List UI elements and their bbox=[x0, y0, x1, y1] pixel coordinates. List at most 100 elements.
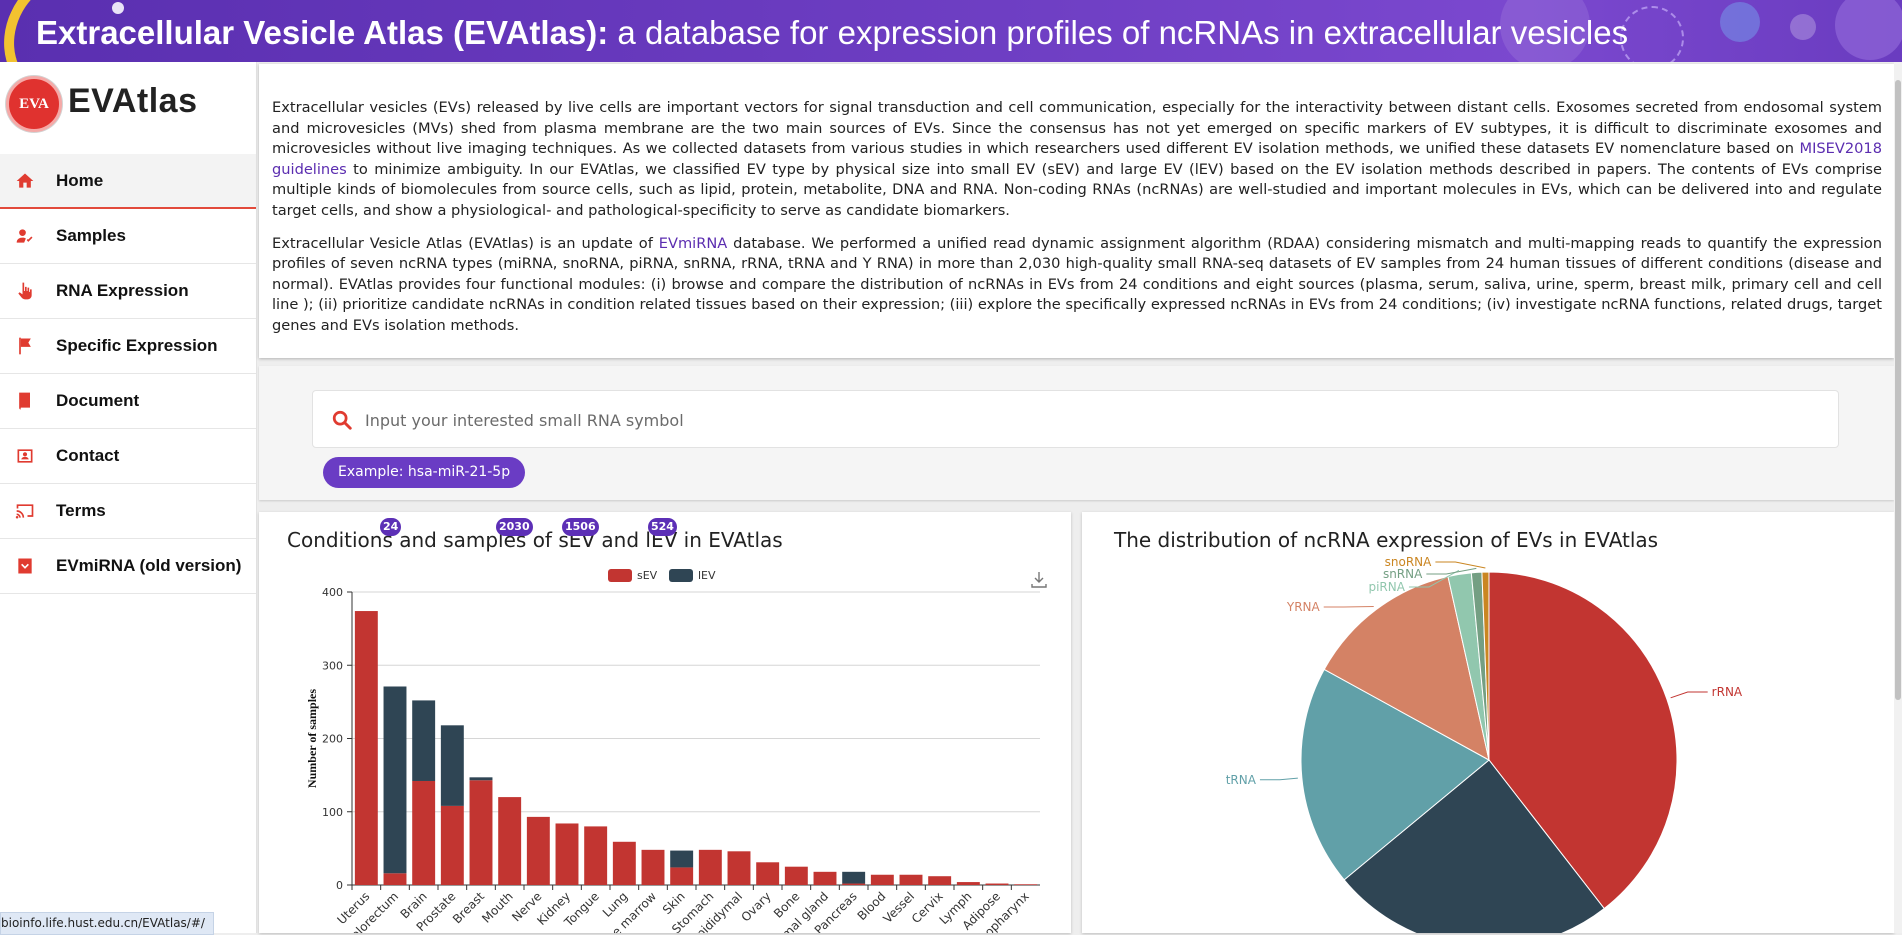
search-icon bbox=[332, 410, 352, 430]
nav-menu: Home Samples RNA Expression Specific Exp… bbox=[0, 154, 256, 594]
misev-guidelines-link[interactable]: MISEV2018 guidelines bbox=[272, 140, 1882, 178]
sidebar-item-label: RNA Expression bbox=[56, 281, 189, 300]
bar-chart-panel: Conditions and samples of sEV and lEV in… bbox=[259, 512, 1071, 933]
bar-sev-brain bbox=[412, 780, 436, 885]
dot-decoration-icon bbox=[112, 2, 124, 14]
pie-label-snorna: snoRNA bbox=[1385, 555, 1433, 569]
bar-sev-tongue bbox=[584, 826, 608, 885]
sidebar-item-specific-expression[interactable]: Specific Expression bbox=[0, 319, 256, 374]
search-box bbox=[312, 390, 1839, 448]
bar-sev-stomach bbox=[698, 849, 722, 885]
download-icon-glyph bbox=[1031, 572, 1047, 588]
contact-card-icon bbox=[14, 445, 36, 467]
pie-label-line bbox=[1408, 569, 1460, 588]
sidebar-item-label: Specific Expression bbox=[56, 336, 218, 355]
count-badge: 524 bbox=[648, 518, 677, 536]
y-tick-label: 200 bbox=[322, 733, 343, 746]
pie-label-line bbox=[1670, 691, 1708, 699]
sidebar-item-label: EVmiRNA (old version) bbox=[56, 556, 242, 575]
intro-paragraph: Extracellular Vesicle Atlas (EVAtlas) is… bbox=[272, 234, 1882, 334]
legend-swatch-lev bbox=[669, 569, 693, 582]
bar-sev-nasopharynx bbox=[1014, 884, 1038, 885]
sidebar-item-label: Home bbox=[56, 170, 104, 190]
sidebar-item-label: Terms bbox=[56, 501, 106, 520]
pie-slice-trna bbox=[1300, 668, 1490, 881]
user-check-icon bbox=[14, 225, 36, 247]
intro-paragraph: Extracellular vesicles (EVs) released by… bbox=[272, 99, 1882, 219]
bar-lev-breast bbox=[469, 777, 493, 781]
example-button[interactable]: Example: hsa-miR-21-5p bbox=[323, 457, 526, 488]
header-banner: Extracellular Vesicle Atlas (EVAtlas): a… bbox=[0, 0, 1902, 62]
bubble-decoration-icon bbox=[1620, 6, 1684, 62]
sidebar-item-terms[interactable]: Terms bbox=[0, 484, 256, 539]
bar-lev-pancreas bbox=[842, 871, 866, 884]
y-tick-label: 400 bbox=[322, 586, 343, 599]
bar-sev-skin bbox=[670, 867, 694, 885]
download-icon[interactable] bbox=[1031, 572, 1047, 588]
bar-lev-colorectum bbox=[383, 686, 407, 874]
logo[interactable]: EVA EVAtlas bbox=[0, 70, 256, 144]
search-section: Example: hsa-miR-21-5p bbox=[259, 366, 1894, 500]
bar-sev-lung bbox=[612, 841, 636, 885]
logo-badge-icon: EVA bbox=[6, 76, 62, 132]
bar-sev-nerve bbox=[526, 816, 550, 885]
sidebar: EVA EVAtlas Home Samples RNA Expression … bbox=[0, 62, 257, 933]
pie-label-yrna: YRNA bbox=[1286, 600, 1321, 614]
pie-label-snrna: snRNA bbox=[1383, 567, 1423, 581]
legend-label-sev: sEV bbox=[637, 569, 658, 582]
x-tick-label: Mouth bbox=[479, 889, 516, 926]
sidebar-item-label: Contact bbox=[56, 446, 120, 465]
count-badge: 24 bbox=[380, 518, 402, 536]
legend-label-lev: lEV bbox=[698, 569, 716, 582]
page-title: Extracellular Vesicle Atlas (EVAtlas): a… bbox=[36, 14, 1629, 51]
pie-label-line bbox=[1426, 567, 1477, 575]
pie-label-trna: tRNA bbox=[1226, 773, 1257, 787]
sidebar-item-rna-expression[interactable]: RNA Expression bbox=[0, 264, 256, 319]
count-badge: 1506 bbox=[562, 518, 599, 536]
pie-slice-yrna bbox=[1323, 575, 1490, 761]
sidebar-item-label: Samples bbox=[56, 226, 126, 245]
evmirna-link[interactable]: EVmiRNA bbox=[658, 234, 728, 252]
pie-label-rrna: rRNA bbox=[1712, 685, 1743, 699]
book-icon bbox=[14, 390, 36, 412]
bar-sev-adipose bbox=[985, 883, 1009, 885]
sidebar-item-home[interactable]: Home bbox=[0, 154, 256, 209]
bubble-decoration-icon bbox=[1835, 0, 1902, 60]
y-tick-label: 0 bbox=[336, 879, 343, 892]
bubble-decoration-icon bbox=[1720, 2, 1760, 42]
bar-lev-skin bbox=[670, 850, 694, 868]
bar-sev-colorectum bbox=[383, 873, 407, 885]
search-input[interactable] bbox=[363, 401, 1817, 439]
bar-sev-lymph bbox=[956, 882, 980, 885]
bar-sev-vessel bbox=[899, 874, 923, 885]
pie-label-line bbox=[1435, 561, 1486, 569]
sidebar-item-document[interactable]: Document bbox=[0, 374, 256, 429]
status-bar-url: bioinfo.life.hust.edu.cn/EVAtlas/#/ bbox=[0, 912, 214, 935]
bar-sev-cervix bbox=[928, 876, 952, 885]
sidebar-item-contact[interactable]: Contact bbox=[0, 429, 256, 484]
logo-text: EVAtlas bbox=[68, 82, 198, 120]
bubble-decoration-icon bbox=[1500, 0, 1590, 62]
scrollbar-thumb[interactable] bbox=[1895, 80, 1901, 700]
cast-icon bbox=[14, 500, 36, 522]
x-tick-label: Breast bbox=[450, 889, 487, 926]
pie-chart-panel: The distribution of ncRNA expression of … bbox=[1082, 512, 1894, 933]
bar-sev-blood bbox=[870, 874, 894, 885]
chart-title: Conditions and samples of sEV and lEV in… bbox=[287, 528, 783, 552]
bar-sev-kidney bbox=[555, 823, 579, 885]
bar-sev-breast bbox=[469, 780, 493, 885]
sidebar-item-evmirna-old[interactable]: EVmiRNA (old version) bbox=[0, 539, 256, 594]
pie-label-pirna: piRNA bbox=[1368, 580, 1405, 594]
pie-label-line bbox=[1323, 605, 1374, 608]
count-badge: 2030 bbox=[496, 518, 533, 536]
sidebar-item-samples[interactable]: Samples bbox=[0, 209, 256, 264]
pie-slice-snorna bbox=[1481, 571, 1490, 761]
legend-swatch-sev bbox=[608, 569, 632, 582]
intro-section: Extracellular vesicles (EVs) released by… bbox=[259, 64, 1894, 358]
y-axis-label: Number of samples bbox=[305, 689, 319, 788]
bar-sev-pancreas bbox=[842, 883, 866, 885]
page-scrollbar[interactable] bbox=[1894, 62, 1902, 933]
bar-lev-brain bbox=[412, 700, 436, 781]
y-tick-label: 300 bbox=[322, 659, 343, 672]
